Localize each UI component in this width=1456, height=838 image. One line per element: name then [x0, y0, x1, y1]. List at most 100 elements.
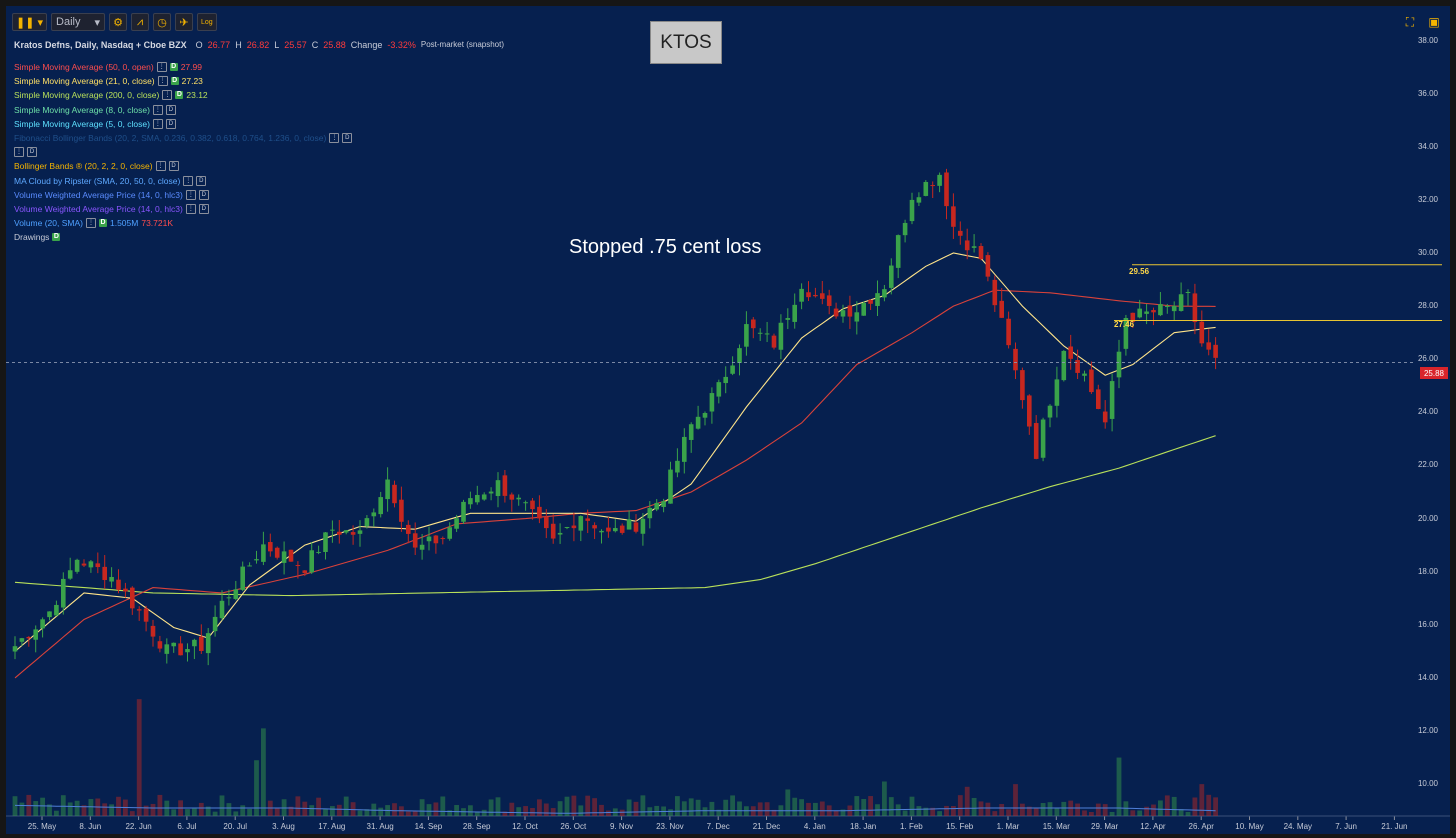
indicators-icon[interactable]: ⩘ [131, 13, 150, 31]
candle-body [219, 600, 225, 619]
data-window-toggle-icon[interactable]: D [342, 133, 353, 144]
chart-pane[interactable]: ❚❚ ▾ Daily ▾ ⚙ ⩘ ◷ ✈ Log ⛶ ▣ Kratos Defn… [6, 6, 1450, 834]
camera-icon[interactable]: ▣ [1428, 15, 1440, 29]
indicator-label: Drawings [14, 232, 50, 243]
drawing-tools-icon[interactable]: ✈ [175, 13, 194, 31]
volume-bar [564, 796, 570, 816]
data-window-toggle-icon[interactable]: D [169, 63, 178, 72]
data-window-toggle-icon[interactable]: D [170, 77, 179, 86]
open-label: O [195, 40, 203, 50]
volume-bar [888, 797, 894, 816]
volume-bar [88, 799, 94, 816]
x-tick-label: 12. Oct [512, 822, 538, 831]
indicator-row[interactable]: Drawings D [14, 230, 352, 244]
indicator-row[interactable]: Volume (20, SMA) ⋮ D 1.505M 73.721K [14, 216, 352, 230]
indicator-row[interactable]: ⋮ D [14, 145, 352, 159]
change-label: Change [350, 40, 383, 50]
indicator-row[interactable]: Simple Moving Average (5, 0, close) ⋮ D [14, 117, 352, 131]
clock-icon[interactable]: ◷ [153, 13, 172, 31]
candle-body [895, 235, 901, 268]
indicator-label: Simple Moving Average (8, 0, close) [14, 104, 150, 115]
volume-bar [909, 796, 915, 816]
volume-bar [971, 797, 977, 816]
indicator-row[interactable]: Volume Weighted Average Price (14, 0, hl… [14, 202, 352, 216]
volume-bar [1171, 796, 1177, 816]
indicator-value: 27.23 [181, 76, 203, 87]
indicator-settings-icon[interactable]: ⋮ [85, 218, 96, 229]
indicator-settings-icon[interactable]: ⋮ [185, 189, 196, 200]
volume-bar [785, 789, 791, 816]
gear-icon[interactable]: ⚙ [109, 13, 128, 31]
volume-bar [205, 806, 211, 816]
candle-body [1151, 310, 1156, 313]
data-window-toggle-icon[interactable]: D [198, 189, 209, 200]
indicator-row[interactable]: Volume Weighted Average Price (14, 0, hl… [14, 188, 352, 202]
candle-body [143, 608, 149, 622]
indicator-settings-icon[interactable]: ⋮ [156, 62, 167, 73]
indicator-value: 1.505M [109, 218, 139, 229]
candle-body [654, 502, 659, 510]
data-window-toggle-icon[interactable]: D [27, 147, 37, 158]
indicator-settings-icon[interactable]: ⋮ [329, 133, 340, 144]
indicator-settings-icon[interactable]: ⋮ [183, 175, 194, 186]
candle-body [74, 559, 80, 572]
chart-type-icon[interactable]: ❚❚ ▾ [12, 13, 48, 31]
candle-body [992, 279, 998, 306]
indicator-row[interactable]: Simple Moving Average (50, 0, open) ⋮ D 27.… [14, 60, 352, 74]
indicator-row[interactable]: Bollinger Bands ® (20, 2, 2, 0, close) ⋮ D [14, 159, 352, 173]
candle-body [1020, 370, 1025, 401]
indicator-row[interactable]: Fibonacci Bollinger Bands (20, 2, SMA, 0… [14, 131, 353, 145]
price-chart[interactable] [6, 6, 1450, 834]
candle-body [1096, 389, 1101, 409]
volume-bar [1054, 808, 1060, 816]
candle-body [116, 579, 121, 590]
indicator-label: Volume Weighted Average Price (14, 0, hl… [14, 203, 183, 214]
candle-body [178, 643, 183, 656]
candle-body [771, 335, 777, 348]
candle-body [544, 516, 549, 529]
candle-body [951, 206, 956, 227]
indicator-settings-icon[interactable]: ⋮ [157, 76, 168, 87]
data-window-toggle-icon[interactable]: D [52, 233, 61, 242]
log-scale-button[interactable]: Log [197, 13, 217, 31]
volume-bar [440, 796, 446, 816]
volume-bar [1185, 811, 1191, 816]
indicator-settings-icon[interactable]: ⋮ [162, 90, 173, 101]
volume-bar [640, 795, 646, 816]
y-tick-label: 36.00 [1417, 88, 1438, 98]
volume-bar [1116, 757, 1122, 816]
fullscreen-icon[interactable]: ⛶ [1405, 15, 1415, 29]
candle-body [668, 469, 673, 504]
volume-bar [509, 802, 515, 816]
period-select[interactable]: Daily ▾ [51, 13, 106, 31]
indicator-settings-icon[interactable]: ⋮ [152, 104, 163, 115]
indicator-row[interactable]: Simple Moving Average (200, 0, close) ⋮ D 2… [14, 88, 352, 102]
indicator-settings-icon[interactable]: ⋮ [155, 161, 166, 172]
candle-body [95, 563, 101, 568]
indicator-settings-icon[interactable]: ⋮ [152, 118, 163, 129]
data-window-toggle-icon[interactable]: D [196, 175, 207, 186]
indicator-row[interactable]: MA Cloud by Ripster (SMA, 20, 50, 0, clo… [14, 174, 352, 188]
data-window-toggle-icon[interactable]: D [98, 219, 107, 228]
candle-body [626, 519, 632, 530]
indicator-row[interactable]: Simple Moving Average (8, 0, close) ⋮ D [14, 103, 352, 117]
candle-body [212, 616, 218, 632]
volume-bar [19, 802, 25, 816]
indicator-row[interactable]: Simple Moving Average (21, 0, close) ⋮ D 27… [14, 74, 352, 88]
indicator-settings-icon[interactable]: ⋮ [185, 203, 196, 214]
data-window-toggle-icon[interactable]: D [165, 104, 176, 115]
candle-body [40, 619, 45, 629]
candle-body [661, 501, 666, 507]
volume-bar [543, 803, 549, 816]
candle-body [475, 494, 480, 503]
data-window-toggle-icon[interactable]: D [175, 91, 184, 100]
data-window-toggle-icon[interactable]: D [168, 161, 179, 172]
data-window-toggle-icon[interactable]: D [198, 203, 209, 214]
volume-bar [219, 795, 225, 816]
data-window-toggle-icon[interactable]: D [165, 118, 176, 129]
indicator-settings-icon[interactable]: ⋮ [14, 147, 24, 158]
candle-body [557, 532, 563, 535]
candle-body [1165, 305, 1170, 308]
candle-body [1213, 344, 1218, 358]
volume-bar [129, 811, 135, 816]
